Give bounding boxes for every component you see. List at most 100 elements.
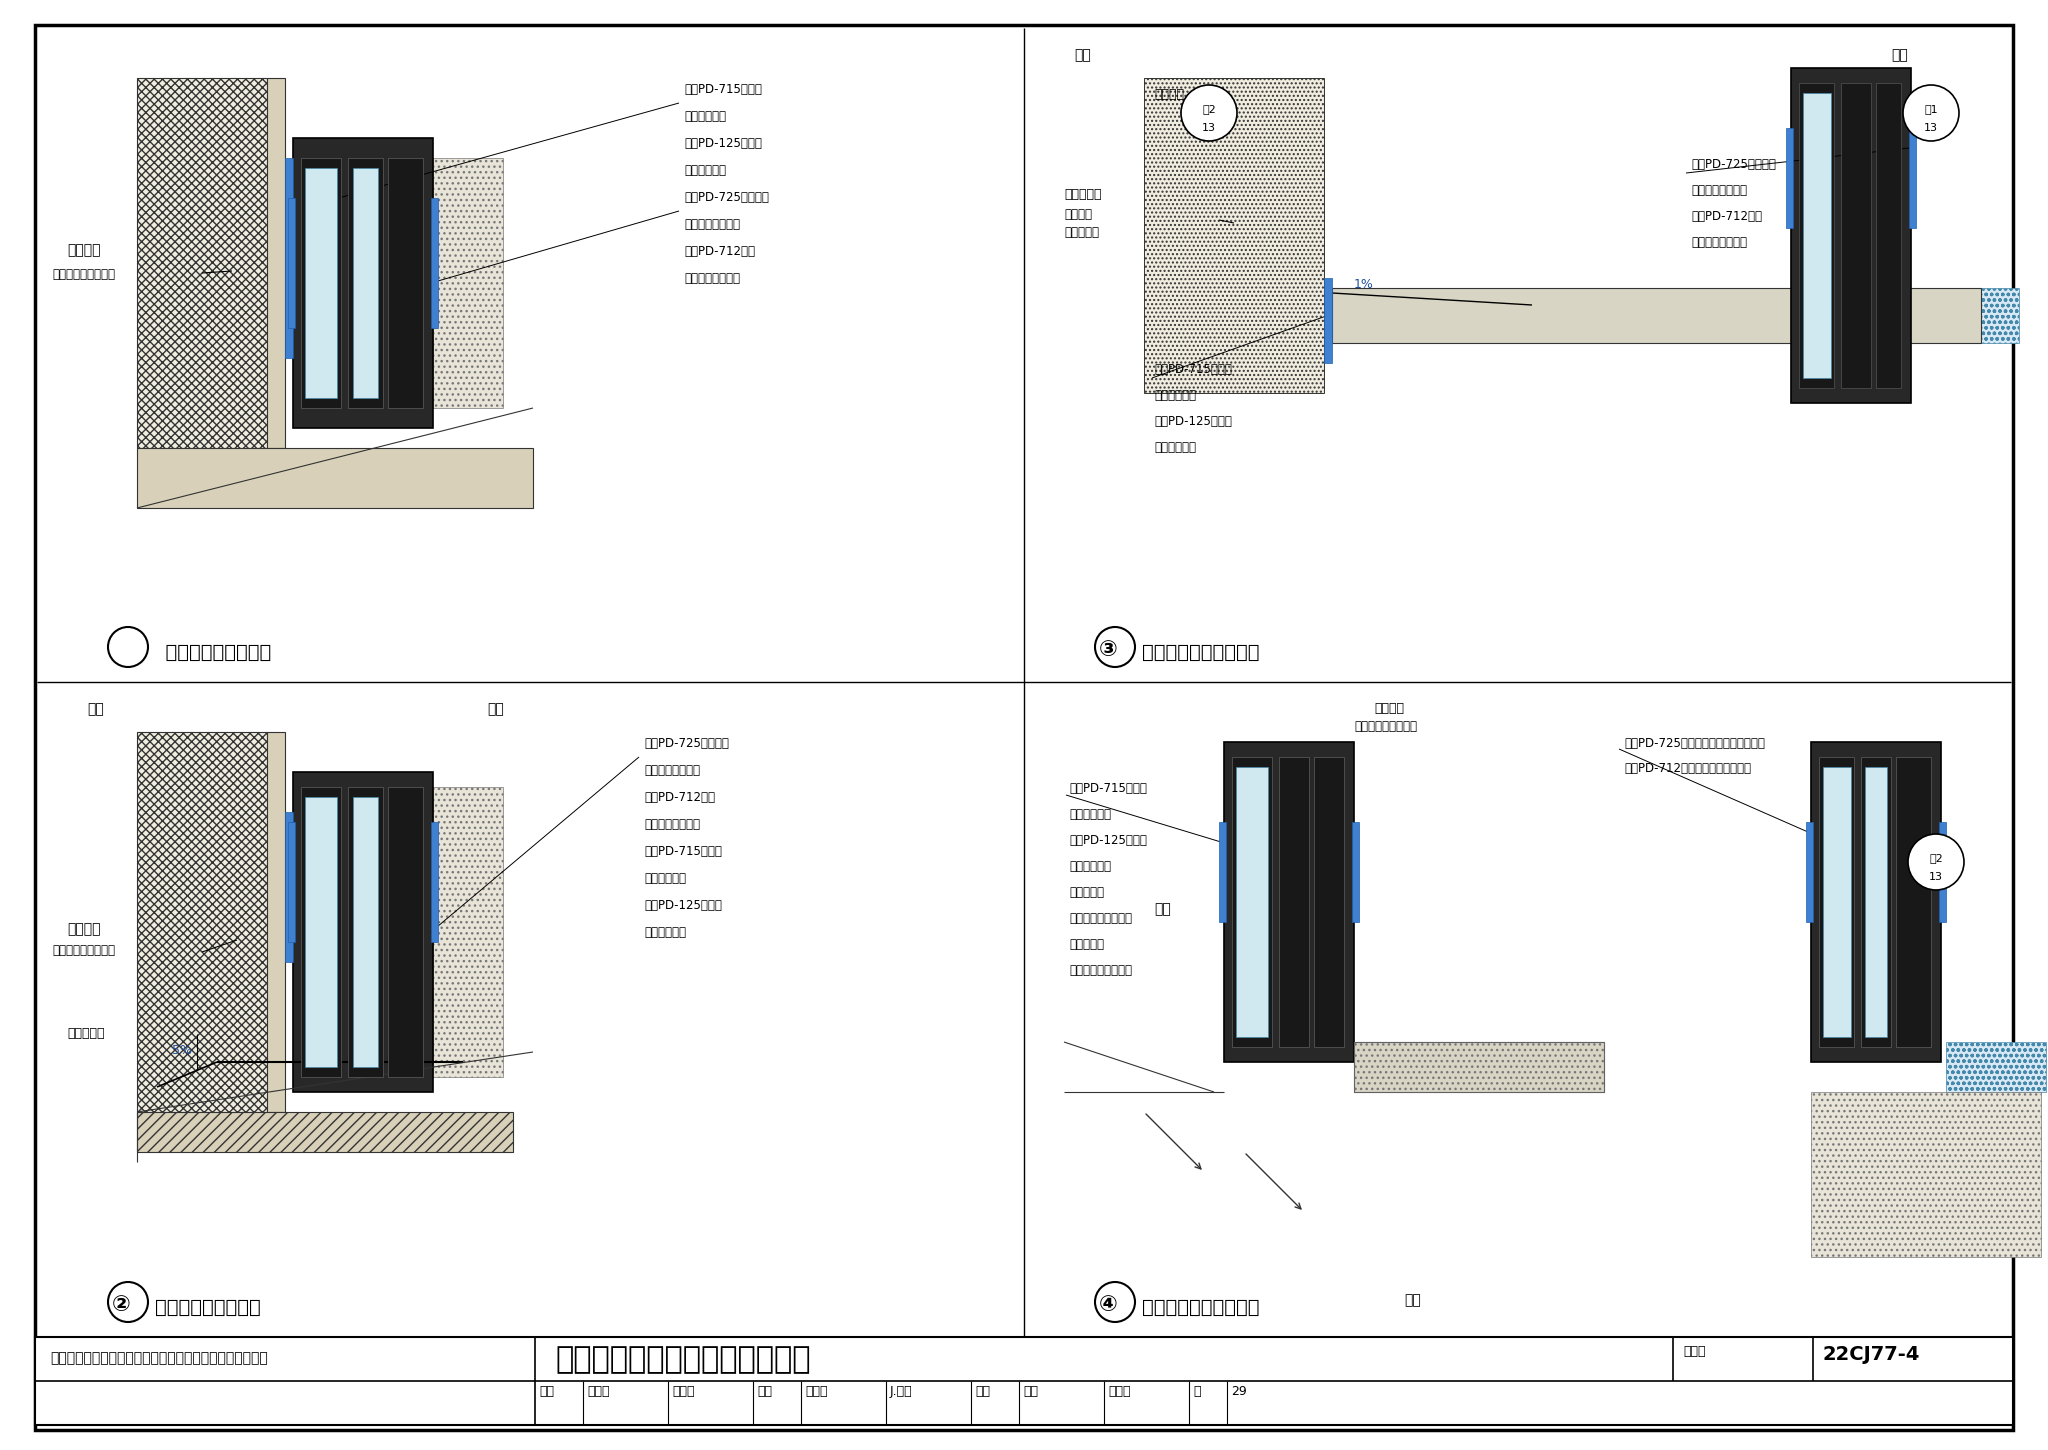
Text: 室外: 室外: [86, 702, 104, 716]
Text: 13: 13: [1929, 871, 1944, 882]
Text: 室外: 室外: [1405, 1293, 1421, 1306]
Text: 德高PD-712弹性: 德高PD-712弹性: [643, 792, 715, 803]
Text: 硅酮密封胶密封或: 硅酮密封胶密封或: [684, 218, 739, 231]
Bar: [1323, 278, 1331, 362]
Bar: [1792, 68, 1911, 403]
Text: 硅酮密封胶密封或: 硅酮密封胶密封或: [1692, 184, 1747, 197]
Bar: [352, 168, 379, 397]
Text: 1%: 1%: [1354, 278, 1374, 291]
Circle shape: [109, 626, 147, 667]
Text: ④: ④: [1100, 1295, 1118, 1315]
Text: 外墙窗口构造（一）: 外墙窗口构造（一）: [152, 642, 270, 663]
Circle shape: [1096, 626, 1135, 667]
Bar: [1331, 289, 1980, 344]
Text: （见具体工程设计）: （见具体工程设计）: [1069, 912, 1133, 925]
Text: 嵌缝砂浆填塞: 嵌缝砂浆填塞: [1069, 860, 1110, 873]
Text: 29: 29: [1231, 1385, 1247, 1398]
Bar: [387, 787, 424, 1077]
Text: 室内: 室内: [487, 702, 504, 716]
Text: 5%: 5%: [172, 1044, 193, 1057]
Text: 聚氨酯耐候密封胶: 聚氨酯耐候密封胶: [1692, 236, 1747, 249]
Bar: [266, 78, 285, 448]
Bar: [289, 199, 295, 328]
Bar: [293, 138, 432, 428]
Bar: [1802, 93, 1831, 378]
Bar: [1315, 757, 1343, 1047]
Bar: [1876, 83, 1901, 389]
Bar: [1862, 757, 1890, 1047]
Bar: [1352, 822, 1360, 922]
Bar: [1219, 822, 1227, 922]
Text: 图集号: 图集号: [1683, 1346, 1706, 1359]
Bar: [1532, 289, 1810, 344]
Text: 孙彤峰: 孙彤峰: [588, 1385, 610, 1398]
Text: 阳台地面: 阳台地面: [1153, 88, 1184, 102]
Text: 金属窗台板: 金属窗台板: [68, 1027, 104, 1040]
Bar: [305, 798, 338, 1067]
Text: 德高PD-725中性耐候: 德高PD-725中性耐候: [684, 191, 768, 204]
Text: 聚氨酯耐候密封胶: 聚氨酯耐候密封胶: [684, 273, 739, 286]
Text: 封闭式阳台窗口处构造: 封闭式阳台窗口处构造: [1143, 1298, 1260, 1317]
Text: 楼2: 楼2: [1202, 104, 1217, 113]
Bar: [1145, 78, 1323, 393]
Bar: [1237, 767, 1268, 1037]
Circle shape: [109, 1282, 147, 1322]
Text: 13: 13: [1923, 123, 1937, 133]
Text: 德高PD-712弹性: 德高PD-712弹性: [684, 245, 756, 258]
Bar: [430, 199, 438, 328]
Text: 楼2: 楼2: [1929, 853, 1944, 863]
Text: 原峰: 原峰: [1024, 1385, 1038, 1398]
Text: 校对: 校对: [758, 1385, 772, 1398]
Bar: [1786, 128, 1792, 228]
Text: J.术祥: J.术祥: [891, 1385, 913, 1398]
Bar: [137, 732, 266, 1112]
Bar: [432, 787, 504, 1077]
Text: 泡沫填缝剂或: 泡沫填缝剂或: [643, 871, 686, 884]
Text: 德高PD-125门窗框: 德高PD-125门窗框: [1069, 834, 1147, 847]
Bar: [1798, 83, 1835, 389]
Bar: [348, 158, 383, 407]
Text: 室内: 室内: [1890, 48, 1909, 62]
Text: 嵌缝砂浆填塞: 嵌缝砂浆填塞: [684, 164, 725, 177]
Bar: [301, 787, 342, 1077]
Text: 嵌缝砂浆填塞: 嵌缝砂浆填塞: [643, 927, 686, 940]
Text: 丁天华: 丁天华: [805, 1385, 827, 1398]
Bar: [1280, 757, 1309, 1047]
Text: 德高PD-712弹性: 德高PD-712弹性: [1692, 210, 1761, 223]
Text: 开敞式阳台门口处构造: 开敞式阳台门口处构造: [1143, 642, 1260, 663]
Circle shape: [1096, 1282, 1135, 1322]
Bar: [1939, 822, 1946, 922]
Text: 德高PD-725中性耐候: 德高PD-725中性耐候: [643, 737, 729, 750]
Bar: [352, 798, 379, 1067]
Text: 德高PD-715聚氨酯: 德高PD-715聚氨酯: [1069, 782, 1147, 795]
Text: 注：门窗样式、材料及与结构的连接方式见具体工程设计。: 注：门窗样式、材料及与结构的连接方式见具体工程设计。: [49, 1351, 268, 1364]
Text: （见具体工程设计）: （见具体工程设计）: [51, 268, 115, 281]
Text: 德高PD-715聚氨酯: 德高PD-715聚氨酯: [1153, 362, 1233, 376]
Text: 阳台外窗: 阳台外窗: [1374, 702, 1405, 715]
Bar: [35, 1337, 2013, 1425]
Text: 泡沫填缝剂或: 泡沫填缝剂或: [1153, 389, 1196, 402]
Text: 泡沫填缝剂或: 泡沫填缝剂或: [1069, 808, 1110, 821]
Text: 直式水落口: 直式水落口: [1069, 938, 1104, 951]
Text: 室内: 室内: [1153, 902, 1171, 916]
Text: 德高PD-125门窗框: 德高PD-125门窗框: [684, 136, 762, 149]
Text: 外墙构造层: 外墙构造层: [1069, 886, 1104, 899]
Bar: [430, 822, 438, 943]
Text: 德高PD-725中性耐候: 德高PD-725中性耐候: [1692, 158, 1776, 171]
Text: 德高PD-715聚氨酯: 德高PD-715聚氨酯: [643, 845, 721, 858]
Text: 工程设计）: 工程设计）: [1065, 226, 1100, 239]
Text: 外墙饰面: 外墙饰面: [68, 244, 100, 257]
Bar: [1946, 1043, 2046, 1092]
Text: 页: 页: [1194, 1385, 1200, 1398]
Bar: [285, 158, 293, 358]
Bar: [432, 158, 504, 407]
Bar: [1819, 757, 1853, 1047]
Bar: [293, 771, 432, 1092]
Text: 外墙窗口构造（二）: 外墙窗口构造（二）: [156, 1298, 260, 1317]
Text: 设计: 设计: [975, 1385, 989, 1398]
Text: 嵌缝砂浆填塞: 嵌缝砂浆填塞: [1153, 441, 1196, 454]
Polygon shape: [137, 448, 532, 508]
Text: 窗口、阳台贴砖及密封构造做法: 窗口、阳台贴砖及密封构造做法: [555, 1346, 811, 1375]
Bar: [1823, 767, 1851, 1037]
Text: 外墙饰面: 外墙饰面: [68, 922, 100, 937]
